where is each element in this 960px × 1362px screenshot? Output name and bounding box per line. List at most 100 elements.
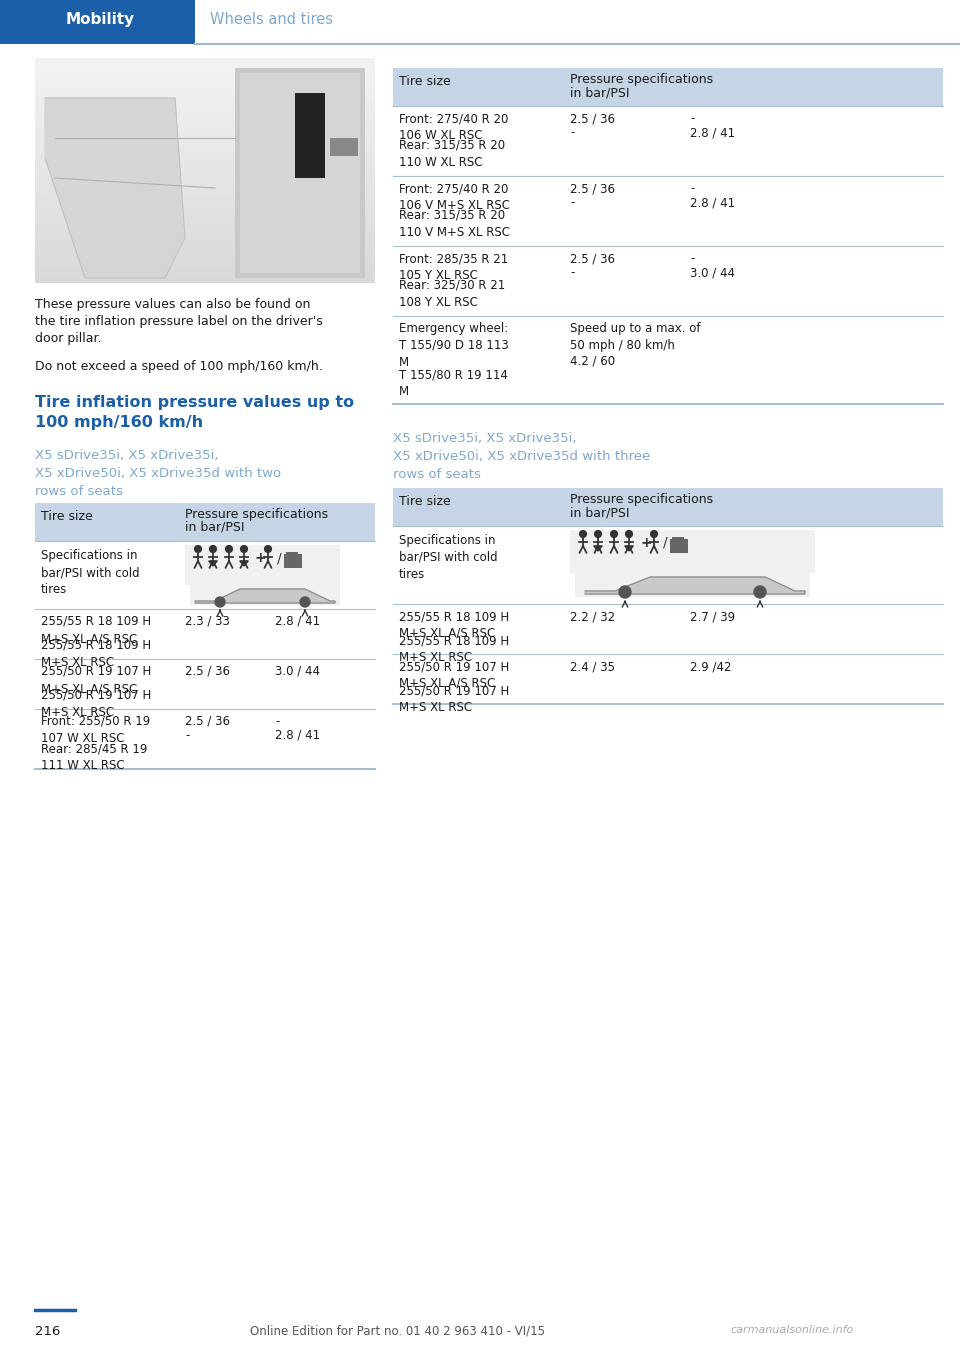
Text: -: - <box>570 196 574 208</box>
Bar <box>185 545 340 586</box>
Bar <box>575 569 810 597</box>
Text: 2.7 / 39: 2.7 / 39 <box>690 610 735 622</box>
Text: Online Edition for Part no. 01 40 2 963 410 - VI/15: Online Edition for Part no. 01 40 2 963 … <box>250 1325 545 1337</box>
Circle shape <box>611 531 617 538</box>
Bar <box>290 89 330 188</box>
Text: -: - <box>690 183 694 195</box>
Bar <box>393 68 943 106</box>
Text: 2.8 / 41: 2.8 / 41 <box>690 127 735 139</box>
Text: 3.0 / 44: 3.0 / 44 <box>275 665 320 678</box>
Text: door pillar.: door pillar. <box>35 332 102 345</box>
Text: Specifications in
bar/PSI with cold
tires: Specifications in bar/PSI with cold tire… <box>41 549 139 597</box>
Text: Front: 275/40 R 20
106 W XL RSC: Front: 275/40 R 20 106 W XL RSC <box>399 112 509 142</box>
Text: 255/50 R 19 107 H
M+S XL A/S RSC: 255/50 R 19 107 H M+S XL A/S RSC <box>399 661 509 691</box>
Text: Rear: 315/35 R 20
110 W XL RSC: Rear: 315/35 R 20 110 W XL RSC <box>399 139 505 169</box>
Bar <box>35 503 375 541</box>
Bar <box>240 74 360 272</box>
Text: Front: 275/40 R 20
106 V M+S XL RSC: Front: 275/40 R 20 106 V M+S XL RSC <box>399 183 510 212</box>
Text: Pressure specifications: Pressure specifications <box>185 508 328 522</box>
Text: Pressure specifications: Pressure specifications <box>570 74 713 86</box>
Text: -: - <box>690 112 694 125</box>
Text: 255/55 R 18 109 H
M+S XL RSC: 255/55 R 18 109 H M+S XL RSC <box>399 633 509 665</box>
Text: in bar/PSI: in bar/PSI <box>185 522 245 534</box>
Text: 2.9 /42: 2.9 /42 <box>690 661 732 673</box>
Circle shape <box>580 531 587 538</box>
Text: Tire size: Tire size <box>399 75 451 89</box>
Text: Rear: 285/45 R 19
111 W XL RSC: Rear: 285/45 R 19 111 W XL RSC <box>41 742 148 772</box>
Text: 2.2 / 32: 2.2 / 32 <box>570 610 615 622</box>
Text: Wheels and tires: Wheels and tires <box>210 12 333 27</box>
Polygon shape <box>208 561 217 567</box>
Text: 3.0 / 44: 3.0 / 44 <box>690 266 735 279</box>
Text: carmanualsonline.info: carmanualsonline.info <box>730 1325 853 1335</box>
Bar <box>672 537 684 541</box>
Text: 2.5 / 36: 2.5 / 36 <box>570 112 615 125</box>
Text: 216: 216 <box>35 1325 60 1337</box>
Text: the tire inflation pressure label on the driver's: the tire inflation pressure label on the… <box>35 315 323 328</box>
Bar <box>570 530 815 573</box>
Bar <box>0 0 195 44</box>
Text: rows of seats: rows of seats <box>35 485 123 498</box>
Text: X5 xDrive50i, X5 xDrive35d with three: X5 xDrive50i, X5 xDrive35d with three <box>393 449 650 463</box>
Text: Mobility: Mobility <box>65 12 134 27</box>
Polygon shape <box>240 561 249 567</box>
Text: Do not exceed a speed of 100 mph/160 km/h.: Do not exceed a speed of 100 mph/160 km/… <box>35 360 323 373</box>
Text: /: / <box>663 537 667 550</box>
Text: -: - <box>690 252 694 266</box>
Circle shape <box>215 597 225 607</box>
Bar <box>295 93 325 178</box>
Text: +: + <box>640 537 652 550</box>
Text: Front: 255/50 R 19
107 W XL RSC: Front: 255/50 R 19 107 W XL RSC <box>41 715 151 745</box>
Text: 255/55 R 18 109 H
M+S XL A/S RSC: 255/55 R 18 109 H M+S XL A/S RSC <box>41 616 151 646</box>
Polygon shape <box>195 588 335 603</box>
Bar <box>393 488 943 526</box>
Text: Tire size: Tire size <box>41 509 93 523</box>
Text: 4.2 / 60: 4.2 / 60 <box>570 354 615 366</box>
Text: X5 sDrive35i, X5 xDrive35i,: X5 sDrive35i, X5 xDrive35i, <box>393 432 577 445</box>
Bar <box>286 552 298 556</box>
Text: Speed up to a max. of
50 mph / 80 km/h: Speed up to a max. of 50 mph / 80 km/h <box>570 321 701 351</box>
Circle shape <box>241 546 248 553</box>
Text: 255/55 R 18 109 H
M+S XL A/S RSC: 255/55 R 18 109 H M+S XL A/S RSC <box>399 610 509 640</box>
Text: X5 xDrive50i, X5 xDrive35d with two: X5 xDrive50i, X5 xDrive35d with two <box>35 467 281 479</box>
Text: Pressure specifications: Pressure specifications <box>570 493 713 507</box>
Text: 2.5 / 36: 2.5 / 36 <box>570 183 615 195</box>
Circle shape <box>754 586 766 598</box>
Text: 2.5 / 36: 2.5 / 36 <box>185 665 230 678</box>
Bar <box>284 554 302 568</box>
Text: 255/50 R 19 107 H
M+S XL RSC: 255/50 R 19 107 H M+S XL RSC <box>41 689 152 719</box>
Text: in bar/PSI: in bar/PSI <box>570 86 630 99</box>
Circle shape <box>594 531 601 538</box>
Bar <box>190 582 340 605</box>
Circle shape <box>626 531 633 538</box>
Text: -: - <box>570 266 574 279</box>
Text: +: + <box>255 552 267 565</box>
Text: 2.8 / 41: 2.8 / 41 <box>275 616 320 628</box>
Polygon shape <box>45 98 185 278</box>
Circle shape <box>300 597 310 607</box>
Polygon shape <box>593 546 602 552</box>
Text: Emergency wheel:
T 155/90 D 18 113
M: Emergency wheel: T 155/90 D 18 113 M <box>399 321 509 369</box>
Text: in bar/PSI: in bar/PSI <box>570 507 630 519</box>
Circle shape <box>226 546 232 553</box>
Text: 255/50 R 19 107 H
M+S XL A/S RSC: 255/50 R 19 107 H M+S XL A/S RSC <box>41 665 152 695</box>
Text: -: - <box>185 729 189 742</box>
Bar <box>330 138 358 157</box>
Circle shape <box>619 586 631 598</box>
Circle shape <box>195 546 202 553</box>
Text: 2.4 / 35: 2.4 / 35 <box>570 661 615 673</box>
Text: Tire size: Tire size <box>399 494 451 508</box>
Text: 255/55 R 18 109 H
M+S XL RSC: 255/55 R 18 109 H M+S XL RSC <box>41 639 151 669</box>
Text: Tire inflation pressure values up to: Tire inflation pressure values up to <box>35 395 354 410</box>
Text: 255/50 R 19 107 H
M+S XL RSC: 255/50 R 19 107 H M+S XL RSC <box>399 684 509 714</box>
Text: Specifications in
bar/PSI with cold
tires: Specifications in bar/PSI with cold tire… <box>399 534 497 582</box>
Text: 2.5 / 36: 2.5 / 36 <box>570 252 615 266</box>
Text: Rear: 325/30 R 21
108 Y XL RSC: Rear: 325/30 R 21 108 Y XL RSC <box>399 279 505 309</box>
Text: 2.8 / 41: 2.8 / 41 <box>690 196 735 208</box>
Text: Rear: 315/35 R 20
110 V M+S XL RSC: Rear: 315/35 R 20 110 V M+S XL RSC <box>399 208 510 238</box>
Text: Front: 285/35 R 21
105 Y XL RSC: Front: 285/35 R 21 105 Y XL RSC <box>399 252 508 282</box>
Bar <box>235 68 365 278</box>
Text: These pressure values can also be found on: These pressure values can also be found … <box>35 298 310 311</box>
Text: 2.8 / 41: 2.8 / 41 <box>275 729 320 742</box>
Circle shape <box>651 531 658 538</box>
